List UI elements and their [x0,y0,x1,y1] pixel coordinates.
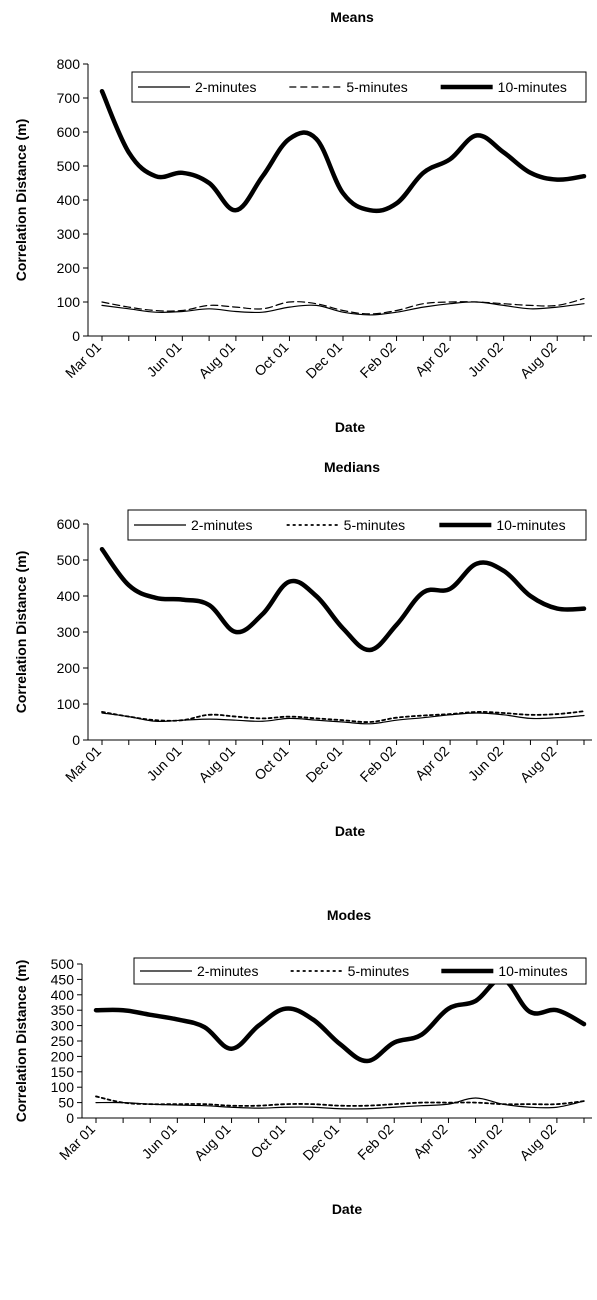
x-tick-label: Aug 02 [517,339,560,382]
y-tick-label: 300 [57,624,81,640]
y-tick-label: 800 [57,56,81,72]
y-tick-label: 300 [51,1018,75,1034]
x-tick-label: Mar 01 [62,339,104,381]
legend-label-10-minutes: 10-minutes [498,963,567,979]
x-tick-label: Feb 02 [354,1121,396,1163]
chart-panel-2: Medians 0 100 200 300 400 500 600 Mar 01 Jun 01 Au… [13,459,592,839]
x-tick-label: Feb 02 [357,743,399,785]
chart-panel-1: Means 0 100 200 300 400 500 600 700 800 Mar 01 Jun … [13,9,592,435]
x-tick-label: Dec 01 [302,743,345,786]
x-tick-label: Aug 01 [195,743,238,786]
x-tick-label: Dec 01 [299,1121,342,1164]
y-tick-label: 0 [66,1110,74,1126]
series-line-5-minutes [95,1095,585,1107]
x-tick-label: Oct 01 [251,743,292,784]
legend-label-10-minutes: 10-minutes [496,517,565,533]
x-tick-label: Aug 01 [191,1121,234,1164]
y-tick-label: 400 [57,588,81,604]
x-tick-label: Jun 02 [464,1121,505,1162]
x-tick-label: Jun 01 [143,339,184,380]
x-tick-label: Jun 02 [465,339,506,380]
x-tick-label: Aug 02 [516,1121,559,1164]
series-line-10-minutes [93,977,587,1064]
series-line-5-minutes [101,298,585,315]
legend-label-2-minutes: 2-minutes [197,963,258,979]
y-tick-label: 600 [57,124,81,140]
series-line-5-minutes [101,710,585,723]
legend-box [127,509,587,541]
x-tick-label: Aug 02 [517,743,560,786]
chart-title: Medians [324,459,380,475]
y-tick-label: 150 [51,1064,75,1080]
legend-label-5-minutes: 5-minutes [348,963,409,979]
legend-label-2-minutes: 2-minutes [195,79,256,95]
series-line-10-minutes [99,546,587,653]
y-tick-label: 250 [51,1033,75,1049]
x-tick-label: Feb 02 [357,339,399,381]
chart-title: Modes [327,907,372,923]
y-tick-label: 0 [72,732,80,748]
y-tick-label: 50 [58,1095,74,1111]
x-tick-label: Apr 02 [410,1121,451,1162]
y-axis-label: Correlation Distance (m) [13,960,29,1123]
x-tick-label: Dec 01 [302,339,345,382]
y-tick-label: 700 [57,90,81,106]
y-tick-label: 0 [72,328,80,344]
y-tick-label: 350 [51,1002,75,1018]
series-line-2-minutes [101,712,585,725]
legend: 2-minutes 5-minutes 10-minutes [133,957,587,985]
y-tick-label: 600 [57,516,81,532]
x-tick-label: Mar 01 [62,743,104,785]
x-tick-label: Oct 01 [247,1121,288,1162]
x-tick-label: Mar 01 [56,1121,98,1163]
legend-label-5-minutes: 5-minutes [346,79,407,95]
y-axis-label: Correlation Distance (m) [13,119,29,282]
x-axis-label: Date [335,419,366,435]
chart-title: Means [330,9,374,25]
y-tick-label: 450 [51,971,75,987]
y-tick-label: 500 [57,158,81,174]
x-tick-label: Aug 01 [195,339,238,382]
legend-box [133,957,587,985]
y-tick-label: 100 [57,294,81,310]
legend-label-5-minutes: 5-minutes [344,517,405,533]
x-tick-label: Apr 02 [412,339,453,380]
legend-label-10-minutes: 10-minutes [498,79,567,95]
series-line-10-minutes [99,88,587,214]
y-tick-label: 200 [51,1048,75,1064]
x-tick-label: Oct 01 [251,339,292,380]
legend-label-2-minutes: 2-minutes [191,517,252,533]
x-tick-label: Jun 01 [143,743,184,784]
x-tick-label: Jun 02 [465,743,506,784]
y-tick-label: 200 [57,260,81,276]
legend: 2-minutes 5-minutes 10-minutes [131,71,587,103]
y-axis-label: Correlation Distance (m) [13,551,29,714]
y-tick-label: 200 [57,660,81,676]
x-tick-label: Apr 02 [412,743,453,784]
x-axis-label: Date [332,1201,363,1217]
legend: 2-minutes 5-minutes 10-minutes [127,509,587,541]
y-tick-label: 300 [57,226,81,242]
y-tick-label: 100 [51,1079,75,1095]
series-line-2-minutes [101,301,585,316]
x-tick-label: Jun 01 [138,1121,179,1162]
y-tick-label: 400 [51,987,75,1003]
legend-box [131,71,587,103]
y-tick-label: 400 [57,192,81,208]
x-axis-label: Date [335,823,366,839]
y-tick-label: 100 [57,696,81,712]
y-tick-label: 500 [51,956,75,972]
y-tick-label: 500 [57,552,81,568]
